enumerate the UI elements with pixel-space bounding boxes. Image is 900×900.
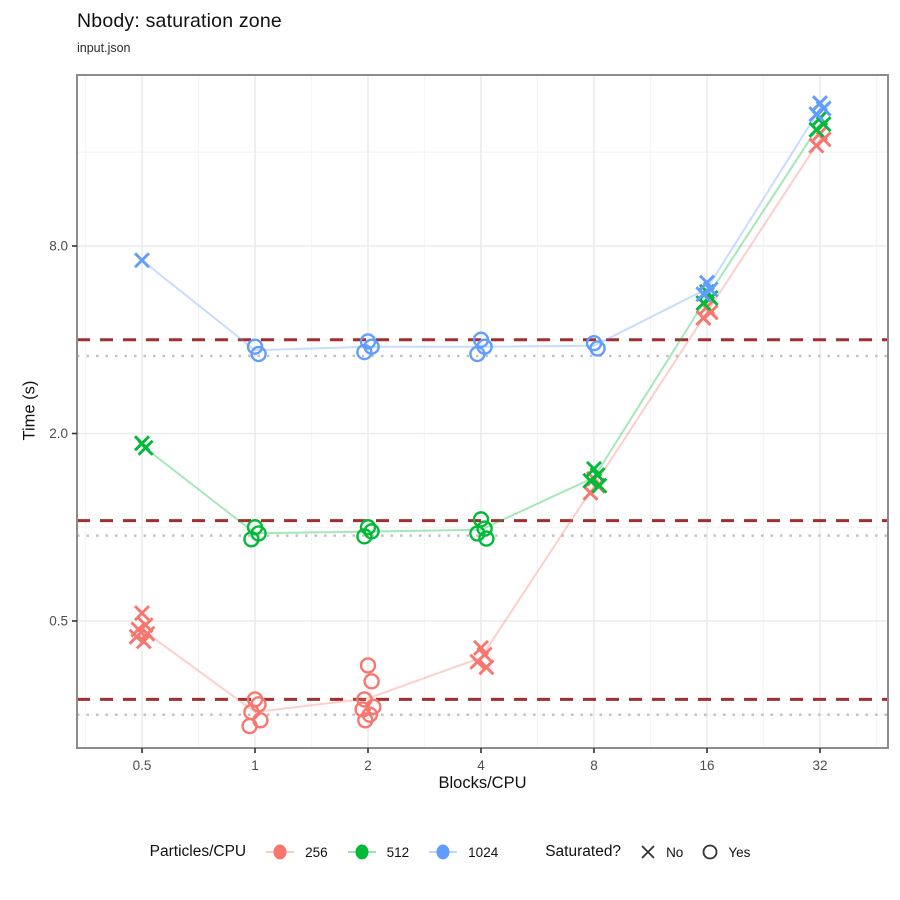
marker-x-256 xyxy=(133,605,151,622)
x-tick-label: 1 xyxy=(251,758,259,773)
x-tick-label: 0.5 xyxy=(133,758,152,773)
marker-x-256 xyxy=(808,137,825,154)
marker-circle-512 xyxy=(469,525,486,542)
marker-x-512 xyxy=(137,439,154,456)
marker-x-512 xyxy=(582,472,599,489)
legend-label: Yes xyxy=(728,844,751,860)
marker-x-256 xyxy=(128,628,145,645)
panel-border xyxy=(76,74,889,749)
marker-x-256 xyxy=(135,633,152,650)
x-tick-label: 4 xyxy=(477,758,485,773)
marker-circle-512 xyxy=(356,528,373,545)
marker-circle-256 xyxy=(359,657,377,674)
y-axis-title: Time (s) xyxy=(20,380,39,441)
marker-circle-1024 xyxy=(589,340,606,357)
x-mark-icon xyxy=(641,845,655,859)
plot-panel: 0.5 1 2 4 8 16 32 8.0 2.0 0.5 xyxy=(49,74,889,773)
panel-background xyxy=(77,75,888,748)
marker-x-256 xyxy=(478,659,495,676)
marker-x-1024 xyxy=(808,106,825,123)
y-tick-label: 2.0 xyxy=(49,426,68,441)
legend-item-1024: 1024 xyxy=(426,842,498,862)
legend-label: No xyxy=(666,844,684,860)
legend-color-title: Particles/CPU xyxy=(149,843,247,860)
circle-mark-icon xyxy=(702,844,718,860)
marker-x-1024 xyxy=(702,281,719,298)
x-tick-label: 32 xyxy=(812,758,827,773)
marker-x-256 xyxy=(469,653,486,670)
x-tick-label: 2 xyxy=(364,758,372,773)
marker-x-1024 xyxy=(695,286,712,303)
point-line-icon xyxy=(429,844,458,860)
marker-x-512 xyxy=(591,477,608,494)
y-tick-label: 0.5 xyxy=(49,614,68,629)
marker-circle-256 xyxy=(241,717,258,735)
x-axis-title: Blocks/CPU xyxy=(438,774,527,792)
x-tick-label: 16 xyxy=(699,758,714,773)
legend-label: 1024 xyxy=(468,844,499,860)
chart-title: Nbody: saturation zone xyxy=(77,10,282,32)
legend-item-256: 256 xyxy=(263,842,328,862)
marker-circle-256 xyxy=(363,673,380,690)
chart-subtitle: input.json xyxy=(77,41,131,55)
marker-circle-512 xyxy=(478,530,495,547)
legend-item-yes: Yes xyxy=(700,842,750,862)
legend-item-512: 512 xyxy=(345,842,410,862)
marker-circle-512 xyxy=(243,531,260,548)
legend-shape-title: Saturated? xyxy=(545,843,622,860)
y-tick-label: 8.0 xyxy=(49,239,68,254)
point-line-icon xyxy=(347,844,376,860)
legend-label: 512 xyxy=(386,844,410,860)
marker-x-512 xyxy=(808,121,825,138)
marker-circle-1024 xyxy=(356,343,373,361)
marker-circle-1024 xyxy=(250,345,267,363)
marker-circle-1024 xyxy=(469,345,486,363)
marker-circle-512 xyxy=(359,519,377,536)
point-line-icon xyxy=(266,844,295,860)
marker-circle-256 xyxy=(365,698,382,716)
marker-x-256 xyxy=(695,309,712,326)
marker-circle-256 xyxy=(357,712,374,729)
legend-label: 256 xyxy=(305,844,328,860)
legend-item-no: No xyxy=(638,842,683,862)
marker-x-1024 xyxy=(133,252,151,269)
x-tick-label: 8 xyxy=(590,758,598,773)
legend: Particles/CPU 256 512 1024 Saturated? xyxy=(0,842,900,862)
